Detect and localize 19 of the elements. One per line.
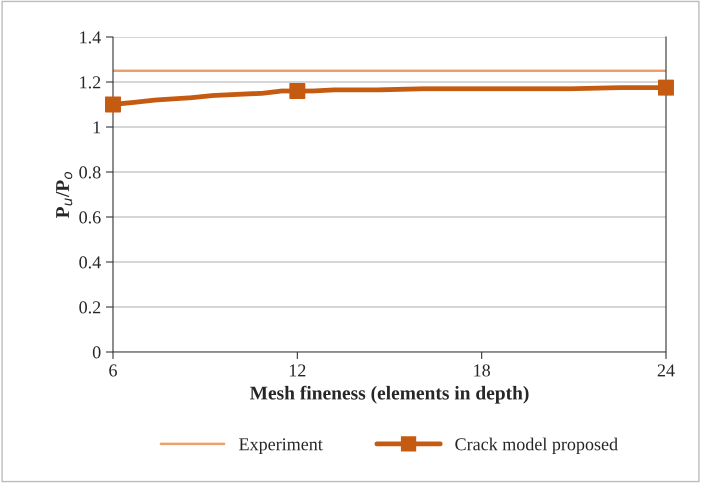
y-tick-label: 1: [94, 121, 100, 134]
x-tick-label: 6: [109, 364, 117, 377]
x-tick-label: 24: [658, 364, 675, 376]
point: [289, 83, 306, 99]
point: [658, 80, 674, 96]
legend-label: Crack model proposed: [455, 438, 618, 454]
x-tick-label: 18: [474, 364, 490, 377]
y-tick-label: 0: [92, 346, 101, 358]
point: [105, 96, 121, 112]
legend-label: Experiment: [239, 438, 323, 454]
y-tick-label: 1.4: [80, 31, 101, 44]
y-tick-label: 0.4: [79, 256, 101, 269]
x-tick-label: 12: [290, 364, 306, 376]
y-tick-label: 0.8: [79, 166, 101, 179]
y-axis-title: P$_{u}$/P$_{o}$: [56, 172, 72, 218]
y-tick-label: 1.2: [80, 76, 100, 89]
y-tick-label: 0.6: [79, 211, 101, 224]
x-axis-title: Mesh fineness (elements in depth): [250, 386, 529, 404]
y-tick-label: 0.2: [79, 301, 100, 314]
